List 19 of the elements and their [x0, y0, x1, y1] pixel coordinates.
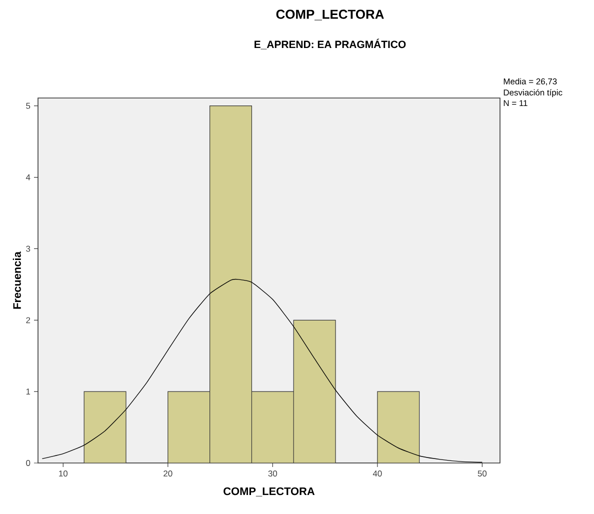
text: Media = 26,73 [504, 78, 557, 86]
line-series [42, 278, 483, 463]
y-axis-title: Frecuencia [12, 252, 21, 309]
y-tick-label: 0 [26, 460, 30, 466]
y-tick-label: 2 [26, 317, 30, 324]
y-tick-label: 3 [26, 246, 30, 252]
x-tick-label: 40 [372, 470, 382, 477]
x-axis-title: COMP_LECTORA [224, 487, 315, 496]
x-tick-label: 20 [164, 470, 172, 477]
y-tick-label: 1 [26, 388, 30, 394]
y-tick-label: 5 [26, 102, 30, 109]
x-tick-label: 50 [478, 470, 487, 477]
chart-subtitle: E_APREND: EA PRAGMÁTICO [254, 38, 406, 50]
text: Desviación típic [504, 89, 562, 98]
x-tick-label: 30 [268, 470, 278, 477]
text: N = 11 [504, 100, 528, 106]
y-tick-label: 4 [26, 174, 30, 180]
x-tick-label: 10 [59, 470, 68, 477]
chart-title: COMP_LECTORA [276, 10, 384, 20]
